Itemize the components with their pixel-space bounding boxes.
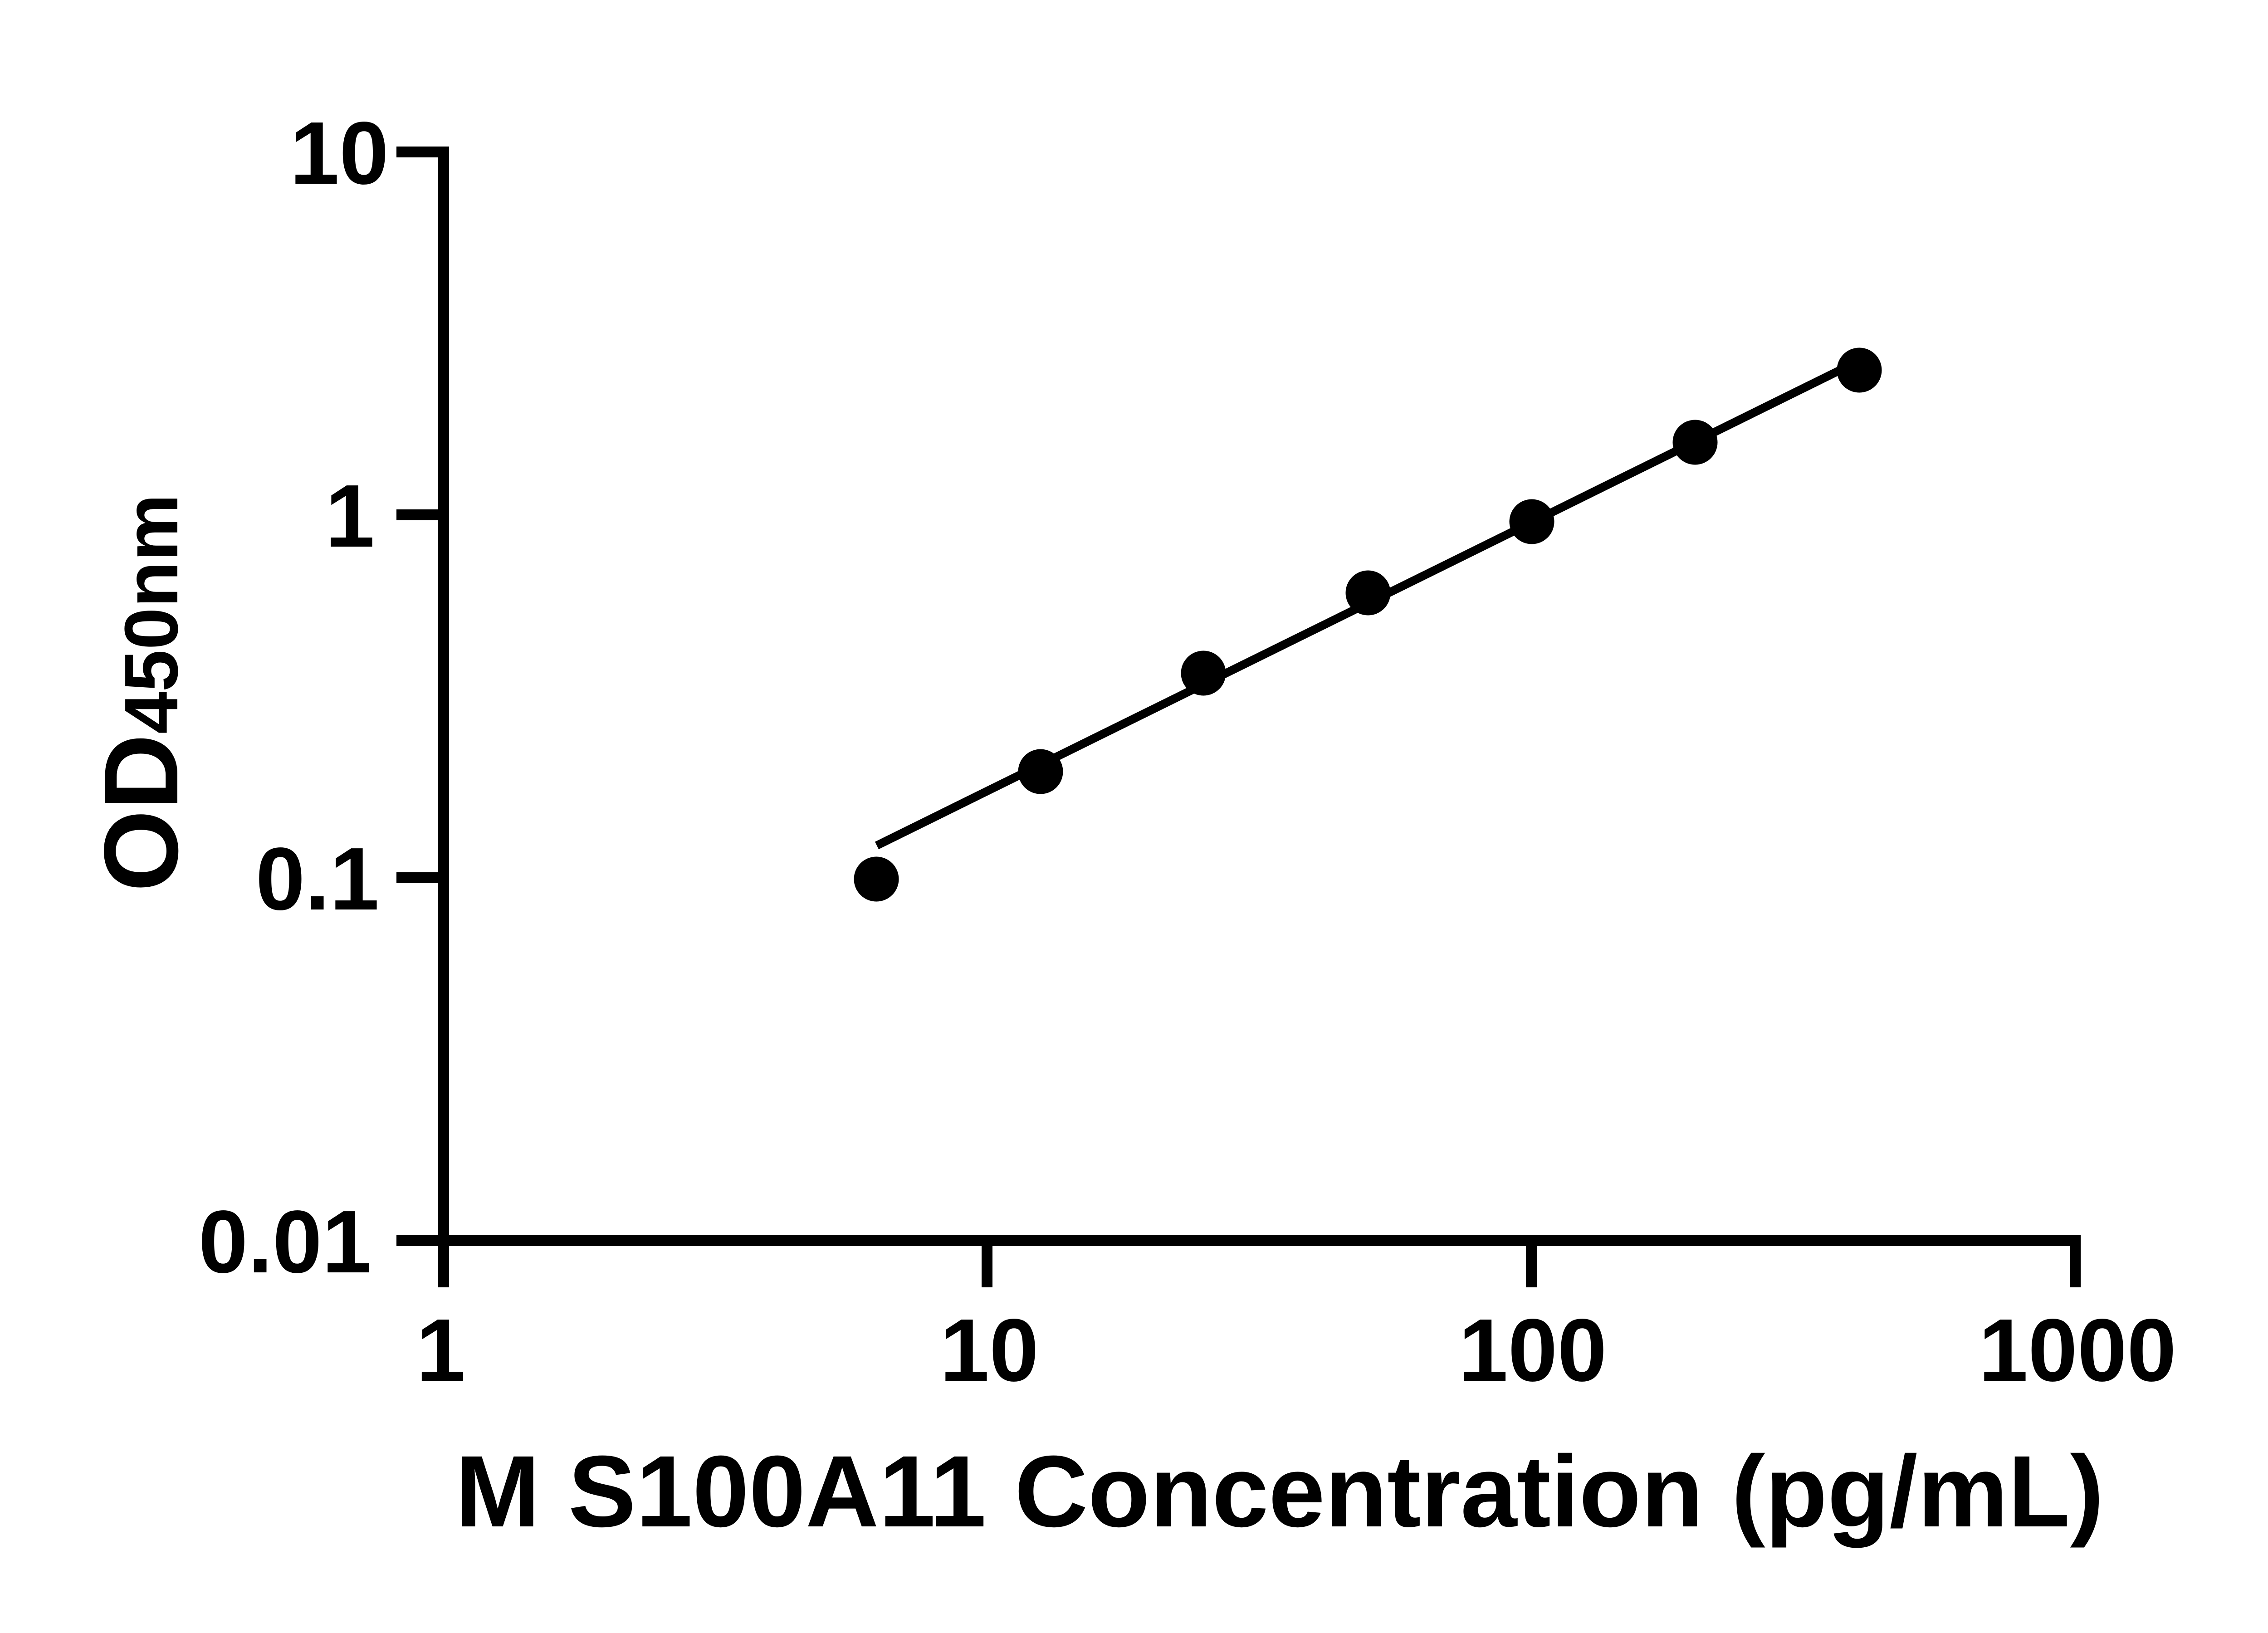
svg-text:10: 10 [940,1301,1039,1400]
svg-text:M S100A11 Concentration (pg/mL: M S100A11 Concentration (pg/mL) [455,1435,2104,1548]
svg-text:10: 10 [290,103,389,203]
svg-text:1000: 1000 [1979,1301,2176,1400]
svg-text:0.01: 0.01 [199,1192,371,1291]
svg-text:1: 1 [416,1301,465,1400]
svg-text:100: 100 [1458,1301,1607,1400]
svg-text:0.1: 0.1 [256,829,379,929]
svg-text:1: 1 [325,466,375,566]
